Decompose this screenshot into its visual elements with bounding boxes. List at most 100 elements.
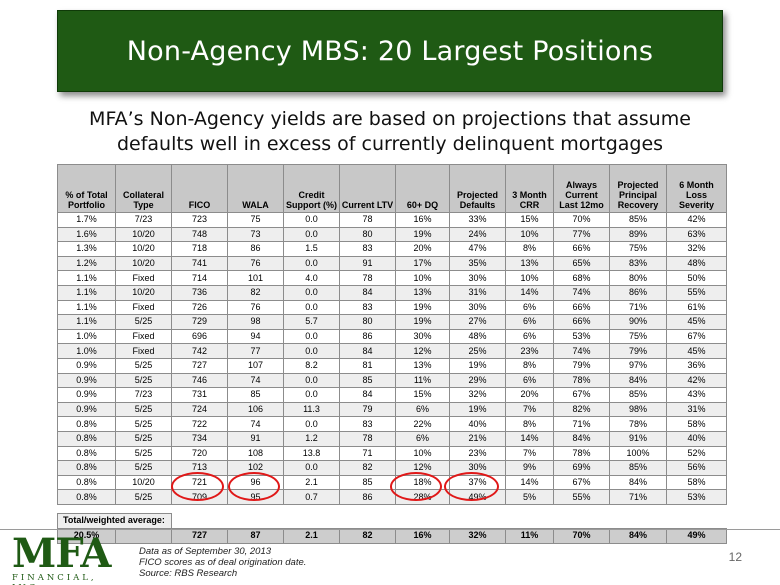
table-cell: 7/23 bbox=[115, 387, 172, 403]
table-row: 1.0% Fixed 696 94 0.0 86 30% 48% 6% 53% 75% 67% bbox=[57, 328, 727, 345]
logo-letters: MFA bbox=[12, 530, 111, 577]
column-header: 60+ DQ bbox=[395, 164, 450, 213]
table-cell: 97% bbox=[609, 357, 667, 374]
table-cell: 5/25 bbox=[115, 416, 172, 432]
table-cell: 85% bbox=[609, 460, 667, 476]
table-cell: 7% bbox=[505, 401, 554, 418]
table-cell: 1.1% bbox=[57, 299, 116, 316]
table-spacer bbox=[57, 504, 727, 514]
table-cell: 70% bbox=[553, 212, 610, 228]
table-cell: 58% bbox=[666, 416, 727, 432]
table-cell: 63% bbox=[666, 226, 727, 243]
table-cell: 13% bbox=[505, 255, 554, 272]
table-cell: 0.0 bbox=[283, 460, 340, 476]
table-cell: 0.8% bbox=[57, 430, 116, 447]
table-cell: 734 bbox=[171, 430, 228, 447]
table-cell: 5/25 bbox=[115, 357, 172, 374]
table-row: 1.1% Fixed 714 101 4.0 78 10% 30% 10% 68% 80% 50% bbox=[57, 270, 727, 286]
table-cell: 48% bbox=[449, 328, 506, 345]
table-cell: 6% bbox=[505, 328, 554, 345]
table-cell: 75 bbox=[227, 212, 284, 228]
table-cell: 1.1% bbox=[57, 270, 116, 286]
table-cell: 0.0 bbox=[283, 284, 340, 301]
table-cell: 65% bbox=[553, 255, 610, 272]
table-row: 0.8% 5/25 722 74 0.0 83 22% 40% 8% 71% 78% 58% bbox=[57, 416, 727, 432]
table-cell: 723 bbox=[171, 212, 228, 228]
table-cell: 13.8 bbox=[283, 445, 340, 462]
table-cell: 79% bbox=[553, 357, 610, 374]
table-cell: 19% bbox=[449, 357, 506, 374]
table-cell: 8% bbox=[505, 241, 554, 257]
table-cell: 1.6% bbox=[57, 226, 116, 243]
table-cell: Fixed bbox=[115, 343, 172, 359]
footnote-date: Data as of September 30, 2013 bbox=[139, 546, 272, 557]
table-cell: 66% bbox=[553, 314, 610, 330]
table-cell: 19% bbox=[395, 299, 450, 316]
table-row: 1.1% 5/25 729 98 5.7 80 19% 27% 6% 66% 90% 45% bbox=[57, 314, 727, 330]
table-row: 0.8% 5/25 713 102 0.0 82 12% 30% 9% 69% 85% 56% bbox=[57, 460, 727, 476]
table-cell: 56% bbox=[666, 460, 727, 476]
table-cell: 0.0 bbox=[283, 372, 340, 389]
table-cell: 28% bbox=[395, 489, 450, 505]
table-cell: 53% bbox=[553, 328, 610, 345]
table-cell: 81 bbox=[339, 357, 396, 374]
table-cell: 83 bbox=[339, 241, 396, 257]
table-cell: 19% bbox=[449, 401, 506, 418]
title-banner: Non-Agency MBS: 20 Largest Positions bbox=[57, 10, 723, 92]
column-header: % of Total Portfolio bbox=[57, 164, 116, 213]
table-cell: 71% bbox=[553, 416, 610, 432]
table-row: 1.7% 7/23 723 75 0.0 78 16% 33% 15% 70% 85% 42% bbox=[57, 212, 727, 228]
slide-title: Non-Agency MBS: 20 Largest Positions bbox=[126, 35, 654, 67]
table-cell: 20% bbox=[505, 387, 554, 403]
table-cell: 101 bbox=[227, 270, 284, 286]
table-body: 1.7% 7/23 723 75 0.0 78 16% 33% 15% 70% 85% 42% 1.6%… bbox=[57, 212, 727, 544]
table-cell: 8% bbox=[505, 357, 554, 374]
table-cell: 32% bbox=[666, 241, 727, 257]
table-cell: 42% bbox=[666, 212, 727, 228]
table-cell: 75% bbox=[609, 241, 667, 257]
column-header: Current LTV bbox=[339, 164, 396, 213]
table-cell: 74 bbox=[227, 372, 284, 389]
table-cell: 48% bbox=[666, 255, 727, 272]
table-cell: 82% bbox=[553, 401, 610, 418]
table-cell: 30% bbox=[449, 299, 506, 316]
table-cell: 6% bbox=[505, 299, 554, 316]
table-cell: 27% bbox=[449, 314, 506, 330]
table-cell: 0.9% bbox=[57, 401, 116, 418]
table-cell: 84% bbox=[609, 372, 667, 389]
table-cell: 77% bbox=[553, 226, 610, 243]
table-cell: 1.7% bbox=[57, 212, 116, 228]
table-cell: 86 bbox=[339, 328, 396, 345]
table-cell: 1.2% bbox=[57, 255, 116, 272]
table-cell: 1.0% bbox=[57, 328, 116, 345]
table-cell: 78 bbox=[339, 270, 396, 286]
table-cell: 84% bbox=[553, 430, 610, 447]
table-cell: 67% bbox=[553, 387, 610, 403]
table-cell: 1.1% bbox=[57, 314, 116, 330]
table-cell: Fixed bbox=[115, 328, 172, 345]
table-cell: 40% bbox=[666, 430, 727, 447]
table-cell: Fixed bbox=[115, 299, 172, 316]
table-cell: 727 bbox=[171, 357, 228, 374]
table-cell: 0.0 bbox=[283, 343, 340, 359]
table-cell: 18% bbox=[395, 474, 450, 491]
table-cell: 19% bbox=[395, 226, 450, 243]
table-cell: 5/25 bbox=[115, 430, 172, 447]
table-cell: 0.8% bbox=[57, 445, 116, 462]
table-cell: 5% bbox=[505, 489, 554, 505]
table-cell: 100% bbox=[609, 445, 667, 462]
table-cell: 0.8% bbox=[57, 416, 116, 432]
footnote-fico: FICO scores as of deal origination date. bbox=[139, 557, 307, 568]
table-cell: 91 bbox=[339, 255, 396, 272]
table-cell: 731 bbox=[171, 387, 228, 403]
table-row: 1.6% 10/20 748 73 0.0 80 19% 24% 10% 77% 89% 63% bbox=[57, 226, 727, 243]
table-cell: 80% bbox=[609, 270, 667, 286]
table-cell: 83 bbox=[339, 299, 396, 316]
positions-table: % of Total Portfolio Collateral Type FICO W… bbox=[57, 164, 727, 544]
column-header: 3 Month CRR bbox=[505, 164, 554, 213]
table-row: 0.8% 5/25 709 95 0.7 86 28% 49% 5% 55% 71% 53% bbox=[57, 489, 727, 505]
table-cell: 5/25 bbox=[115, 401, 172, 418]
table-cell: 80 bbox=[339, 226, 396, 243]
table-cell: 16% bbox=[395, 212, 450, 228]
table-cell: 696 bbox=[171, 328, 228, 345]
